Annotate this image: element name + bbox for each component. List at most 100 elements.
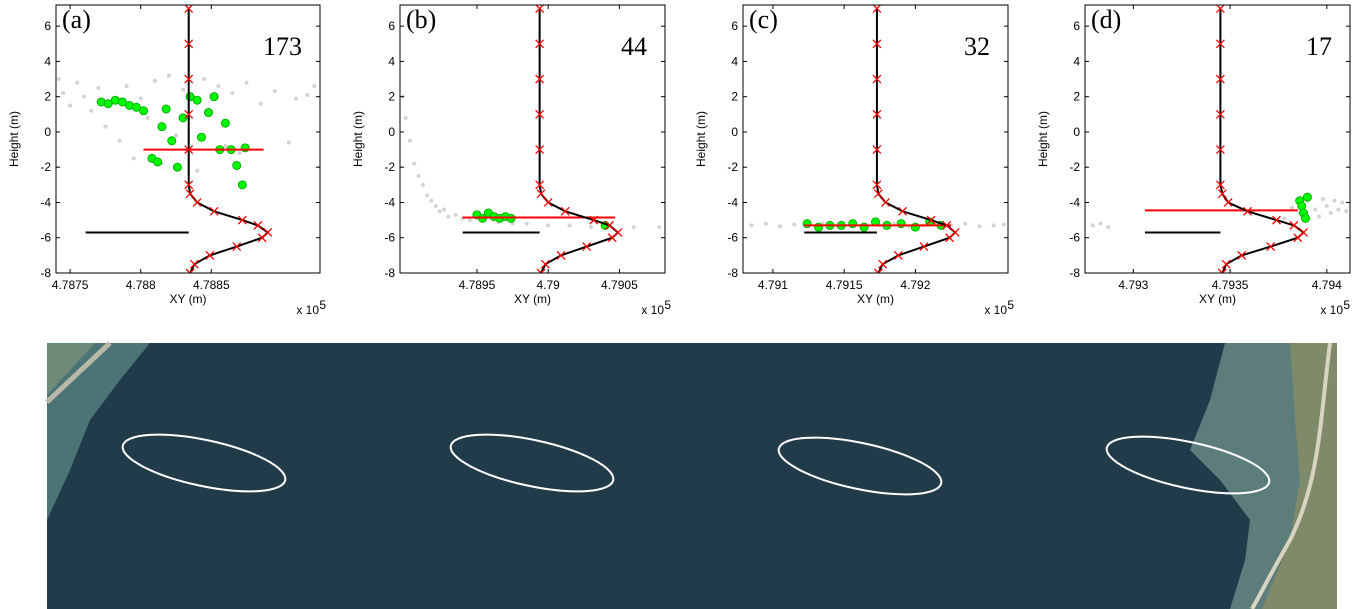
y-axis-label: Height (m): [7, 111, 21, 167]
gray-point: [1001, 222, 1006, 227]
cross-marker: [535, 5, 545, 13]
gray-point: [963, 221, 968, 226]
cross-marker: [209, 206, 219, 216]
axes-frame: [399, 4, 666, 274]
cross-marker: [184, 145, 194, 155]
x-scale-exponent: 5: [319, 298, 326, 312]
panel-label: (b): [406, 5, 436, 34]
footprint: [449, 433, 615, 493]
cross-marker: [205, 250, 215, 260]
y-tick-label: -2: [384, 160, 395, 174]
cross-marker: [945, 233, 955, 243]
x-tick-label: 4.7885: [193, 278, 230, 292]
x-scale-exponent: 5: [664, 298, 671, 312]
cross-marker: [872, 74, 882, 84]
green-point: [802, 219, 812, 229]
cross-marker: [184, 109, 194, 119]
y-tick-label: 2: [731, 90, 738, 104]
count-label: 44: [621, 32, 647, 61]
y-tick-label: -4: [384, 195, 395, 209]
gray-point: [1098, 221, 1103, 226]
x-tick-label: 4.7875: [52, 278, 89, 292]
cross-marker: [604, 220, 614, 230]
x-scale-base: x 10: [1320, 303, 1343, 317]
y-tick-label: -6: [384, 231, 395, 245]
gray-point: [89, 108, 94, 113]
gray-point: [977, 224, 982, 229]
plot: [400, 5, 662, 273]
y-tick-label: 0: [1073, 125, 1080, 139]
gray-point: [68, 103, 73, 108]
shore-left: [47, 343, 150, 520]
cross-marker: [582, 242, 592, 252]
cross-marker: [535, 74, 545, 84]
gray-point: [1336, 207, 1341, 212]
water: [47, 343, 1337, 609]
x-scale-exponent: 5: [1343, 298, 1350, 312]
green-point: [153, 157, 163, 167]
x-scale-base: x 10: [641, 303, 664, 317]
green-point: [139, 106, 149, 116]
gray-point: [312, 84, 317, 89]
green-point: [157, 122, 167, 132]
cross-marker: [1237, 250, 1247, 260]
gray-point: [166, 73, 171, 78]
y-tick-label: -2: [727, 160, 738, 174]
cross-marker: [535, 39, 545, 49]
cross-marker: [872, 39, 882, 49]
y-tick-label: 2: [1073, 90, 1080, 104]
y-tick-label: 2: [388, 90, 395, 104]
x-tick-label: 4.793: [1118, 278, 1148, 292]
gray-point: [1289, 205, 1294, 210]
gray-point: [124, 84, 129, 89]
cross-marker: [184, 39, 194, 49]
axes-frame: [1084, 4, 1351, 274]
x-scale-exponent: 5: [1007, 298, 1014, 312]
y-tick-label: -6: [727, 231, 738, 245]
cross-marker: [184, 5, 194, 13]
gray-point: [1090, 223, 1095, 228]
gray-point: [763, 221, 768, 226]
gray-point: [305, 92, 310, 97]
land-left: [47, 343, 95, 395]
gray-point: [181, 87, 186, 92]
cross-marker: [1215, 39, 1225, 49]
y-tick-label: -2: [1069, 160, 1080, 174]
y-axis-label: Height (m): [351, 111, 365, 167]
y-tick-label: 0: [731, 125, 738, 139]
gray-point: [420, 182, 425, 187]
cross-marker: [185, 268, 195, 273]
gray-point: [1344, 209, 1349, 214]
gray-point: [237, 151, 242, 156]
cross-marker: [1215, 74, 1225, 84]
green-point: [910, 222, 920, 232]
plot-area: [743, 5, 1008, 273]
gray-point: [223, 144, 228, 149]
cross-marker: [1215, 5, 1225, 13]
gray-point: [61, 91, 66, 96]
gray-point: [416, 174, 421, 179]
gray-point: [294, 96, 298, 101]
x-tick-label: 4.7915: [826, 278, 863, 292]
gray-point: [588, 225, 593, 230]
gray-point: [96, 85, 101, 90]
panel: -8 -6 -4 -2 0 2 4 6 4.791 4.7915 4.792 XY (m) Height…: [694, 4, 1014, 317]
gray-point: [1106, 225, 1111, 230]
cross-marker: [878, 259, 888, 269]
cross-marker: [184, 74, 194, 84]
cross-marker: [1221, 259, 1231, 269]
green-point: [131, 102, 141, 112]
gray-point: [1317, 214, 1322, 219]
green-point: [172, 162, 182, 172]
footprint: [1105, 435, 1271, 495]
panel-label: (a): [62, 5, 91, 34]
y-tick-label: 6: [731, 19, 738, 33]
footprint: [777, 436, 943, 496]
green-point: [203, 108, 213, 118]
y-tick-label: -4: [1069, 195, 1080, 209]
y-tick-label: 4: [44, 54, 51, 68]
x-tick-label: 4.788: [126, 278, 156, 292]
plot: [749, 5, 1006, 273]
green-point: [220, 118, 230, 128]
